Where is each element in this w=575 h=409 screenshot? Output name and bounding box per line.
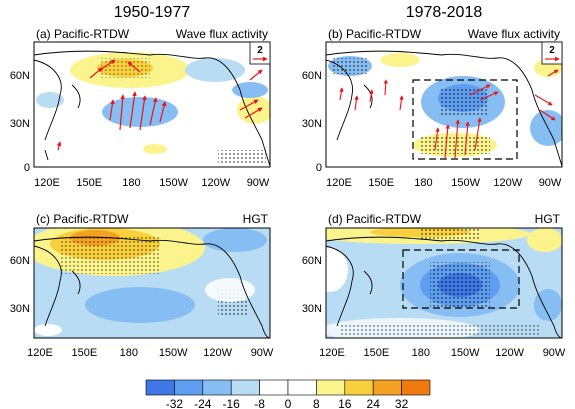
panel-c-lon-tick: 90W [251,347,274,359]
panel-a-lon-tick: 150W [159,177,188,189]
panel-b-lat-60: 60N [302,70,322,82]
panel-a-lat-0: 0 [24,162,30,174]
panel-d: (d) Pacific-RTDW HGT 60N 30N 120E 150E 180… [302,212,566,359]
panel-d-lon-tick: 180 [412,347,430,359]
panel-b-box-region [412,79,518,160]
colorbar-swatch [230,379,260,396]
panel-b-lat-30: 30N [302,118,322,130]
panel-c-lon-tick: 150E [72,347,98,359]
colorbar-swatch [259,379,289,396]
panel-b-lon-tick: 180 [414,177,432,189]
colorbar-label: -24 [194,397,212,409]
panel-d-lon-tick: 120W [495,347,524,359]
panel-d-box-region [402,249,520,309]
panel-a-lat-60: 60N [10,70,30,82]
panel-b-lon-tick: 90W [539,177,562,189]
colorbar-label: -8 [254,397,265,409]
panel-a: 2 (a) Pacific-RTDW Wave flux activity 60… [10,27,271,189]
panel-d-label: (d) Pacific-RTDW [328,212,422,226]
panel-b: 2 (b) Pacific-RTDW Wave flux activity 60… [302,27,563,189]
panel-a-blob-negative-central [102,97,178,127]
panel-c-lon-tick: 150W [159,347,188,359]
column-title-right: 1978-2018 [406,4,483,21]
panel-d-lon-tick: 150W [451,347,480,359]
colorbar-swatch [145,379,175,396]
panel-a-lon-tick: 120E [34,177,60,189]
colorbar-label: 0 [285,397,292,409]
panel-b-variable: Wave flux activity [468,27,560,41]
panel-a-lon-tick: 180 [122,177,140,189]
panel-a-lon-tick: 90W [247,177,270,189]
panel-d-variable: HGT [535,212,561,226]
colorbar-swatch [202,379,232,396]
panel-c-lat-30: 30N [10,303,30,315]
colorbar-swatch [287,379,317,396]
colorbar-label: 24 [367,397,381,409]
panel-d-lon-tick: 120E [319,347,345,359]
panel-c-label: (c) Pacific-RTDW [36,212,129,226]
colorbar-label: 16 [338,397,352,409]
panel-d-lat-60: 60N [302,255,322,267]
panel-b-lat-0: 0 [316,162,322,174]
panel-b-lon-tick: 120E [326,177,352,189]
panel-b-lon-tick: 120W [493,177,522,189]
panel-b-lon-tick: 150E [368,177,394,189]
panel-d-lon-tick: 90W [543,347,566,359]
colorbar-swatch [316,379,346,396]
panel-d-lon-tick: 150E [364,347,390,359]
colorbar-swatch [344,379,374,396]
panel-a-lat-30: 30N [10,118,30,130]
panel-b-label: (b) Pacific-RTDW [328,27,422,41]
colorbar-label: 8 [313,397,320,409]
colorbar-swatch [174,379,204,396]
panel-b-lon-tick: 150W [451,177,480,189]
panel-c-lat-60: 60N [10,255,30,267]
colorbar-label: 32 [395,397,409,409]
panel-a-variable: Wave flux activity [176,27,268,41]
colorbar-swatch [372,379,402,396]
panel-a-lon-tick: 150E [76,177,102,189]
panel-c-variable: HGT [243,212,269,226]
colorbar-label: -16 [223,397,241,409]
panel-a-label: (a) Pacific-RTDW [36,27,130,41]
column-title-left: 1950-1977 [114,4,191,21]
panel-d-lat-30: 30N [302,303,322,315]
colorbar-label: -32 [166,397,184,409]
panel-a-ref-vector: 2 [257,45,263,56]
panel-c-lon-tick: 120E [27,347,53,359]
panel-c-blob-negative-central [85,287,195,323]
panel-b-ref-vector: 2 [549,45,555,56]
panel-c-lon-tick: 120W [203,347,232,359]
panel-c: (c) Pacific-RTDW HGT 60N 30N 120E 150E 180… [10,212,274,359]
colorbar-swatch [401,379,431,396]
panel-a-lon-tick: 120W [201,177,230,189]
panel-c-lon-tick: 180 [120,347,138,359]
colorbar: -32 -24 -16 -8 0 8 16 24 32 [145,379,431,409]
